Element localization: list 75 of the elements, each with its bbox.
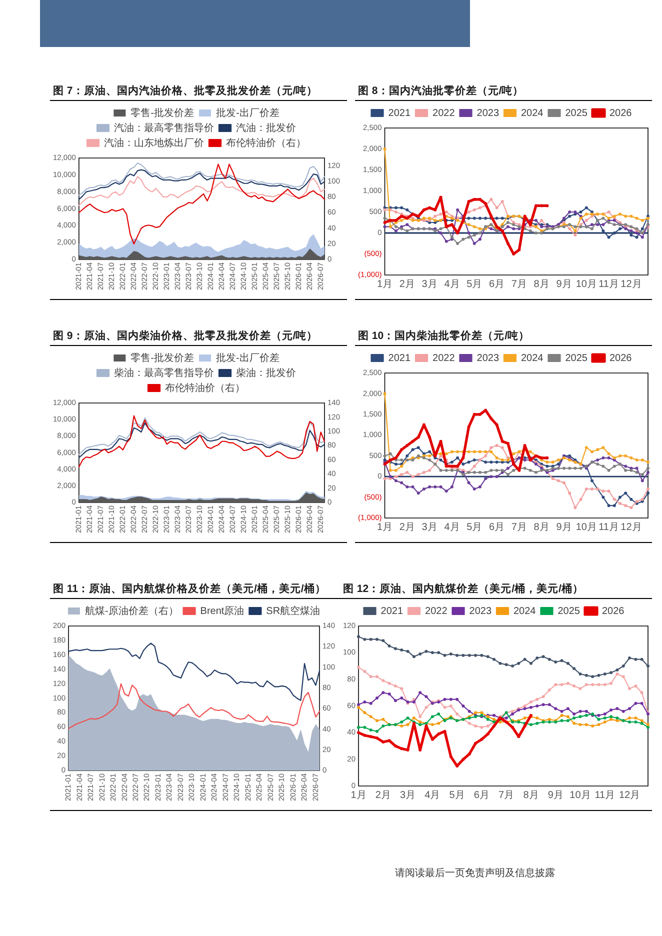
legend-label: 汽油：山东地炼出厂价 — [104, 136, 204, 149]
legend-label: 2022 — [425, 606, 448, 617]
x-tick-label: 7月 — [511, 522, 527, 533]
x-tick-label: 7月 — [511, 278, 527, 290]
x-tick-label: 10月 — [576, 278, 597, 290]
x-tick-label: 11月 — [598, 278, 619, 290]
legend-label: 汽油：最高零售指导价 — [114, 122, 214, 134]
legend-label: 布伦特油价（右） — [165, 382, 245, 394]
x-tick-label: 6月 — [489, 522, 505, 533]
x-tick-label: 11月 — [598, 522, 619, 533]
legend-label: 2025 — [565, 352, 588, 364]
x-tick-label: 12月 — [620, 278, 642, 290]
x-tick-label: 4月 — [444, 278, 460, 290]
x-tick-label: 8月 — [534, 278, 550, 290]
x-tick-label: 3月 — [422, 522, 438, 533]
legend-label: 2025 — [565, 108, 588, 119]
legend-label: 批发-出厂价差 — [216, 106, 280, 119]
legend-label: 柴油：批发价 — [236, 366, 296, 379]
legend-label: 2024 — [521, 108, 544, 119]
legend-label: 2021 — [388, 352, 411, 364]
x-tick-label: 2月 — [375, 790, 391, 801]
legend-label: 布伦特油价（右） — [226, 136, 306, 149]
legend-label: 批发-出厂价差 — [216, 352, 280, 364]
legend-label: 2022 — [432, 108, 456, 119]
x-tick-label: 9月 — [556, 522, 572, 533]
x-tick-label: 4月 — [444, 522, 460, 533]
x-tick-label: 3月 — [422, 278, 438, 290]
legend-label: 汽油：批发价 — [236, 122, 296, 134]
x-tick-label: 4月 — [424, 790, 440, 801]
legend-label: 2021 — [388, 108, 411, 119]
legend-label: 2026 — [609, 352, 632, 364]
legend-label: 柴油：最高零售指导价 — [114, 366, 214, 379]
legend-label: SR航空煤油 — [266, 604, 320, 617]
legend-label: 2025 — [558, 606, 580, 617]
legend-label: 零售-批发价差 — [130, 106, 194, 119]
legend-label: 2024 — [521, 352, 544, 364]
x-tick-label: 2月 — [399, 522, 415, 533]
x-tick-label: 12月 — [620, 522, 642, 533]
x-tick-label: 9月 — [548, 790, 564, 801]
chart-title: 图 12：原油、国内航煤价差（美元/桶，美元/桶） — [340, 582, 652, 599]
x-tick-label: 11月 — [594, 790, 616, 801]
x-tick-label: 6月 — [474, 790, 490, 801]
legend-label: 2026 — [602, 606, 625, 617]
chart-title: 图 10：国内柴油批零价差（元/吨） — [355, 329, 652, 346]
x-tick-label: 2月 — [399, 278, 415, 290]
x-tick-label: 1月 — [350, 790, 366, 801]
legend-label: 2022 — [432, 352, 456, 364]
x-tick-label: 5月 — [466, 522, 482, 533]
legend-label: Brent原油 — [200, 604, 244, 617]
legend-label: 2023 — [476, 108, 500, 119]
text: 请阅读最后一页免责声明及信息披露 — [395, 866, 555, 880]
legend-label: 2026 — [609, 108, 632, 119]
x-tick-label: 5月 — [449, 790, 465, 801]
legend-label: 2023 — [476, 352, 500, 364]
x-tick-label: 1月 — [376, 278, 393, 290]
legend-label: 2024 — [514, 606, 536, 617]
x-tick-label: 8月 — [523, 790, 539, 801]
x-tick-label: 1月 — [376, 522, 393, 533]
legend-label: 2021 — [380, 606, 404, 617]
x-tick-label: 12月 — [618, 790, 640, 801]
chart-title: 图 7：原油、国内汽油价格、批零及批发价差（元/吨） — [50, 84, 347, 101]
x-tick-label: 8月 — [534, 522, 550, 533]
chart-title: 图 8：国内汽油批零价差（元/吨） — [355, 84, 652, 101]
x-tick-label: 6月 — [489, 278, 505, 290]
x-tick-label: 5月 — [466, 278, 482, 290]
x-tick-label: 7月 — [498, 790, 514, 801]
legend-label: 航煤-原油价差（右） — [84, 604, 178, 617]
legend-label: 2023 — [469, 606, 492, 617]
x-tick-label: 9月 — [556, 278, 572, 290]
x-tick-label: 3月 — [400, 790, 416, 801]
x-tick-label: 10月 — [576, 522, 597, 533]
x-tick-label: 10月 — [570, 790, 591, 801]
chart-title: 图 11：原油、国内航煤价格及价差（美元/桶，美元/桶） — [50, 582, 342, 599]
chart-title: 图 9：原油、国内柴油价格、批零及批发价差（元/吨） — [50, 329, 347, 346]
legend-label: 零售-批发价差 — [130, 352, 194, 364]
